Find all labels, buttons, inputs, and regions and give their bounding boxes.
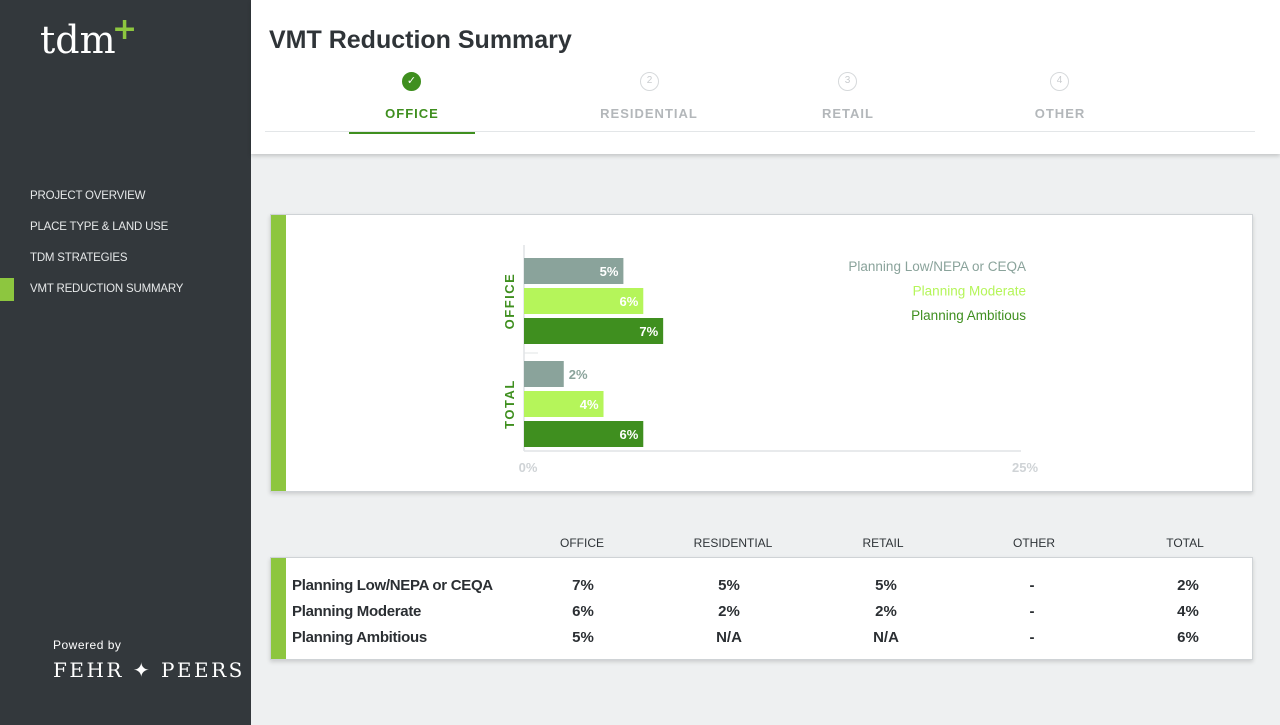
category-label: OFFICE xyxy=(502,273,517,330)
col-head-other: OTHER xyxy=(1013,536,1055,550)
row-label-low: Planning Low/NEPA or CEQA xyxy=(292,577,493,594)
steps-divider xyxy=(265,131,1255,132)
col-head-residential: RESIDENTIAL xyxy=(693,536,773,550)
page-title: VMT Reduction Summary xyxy=(269,26,572,54)
chart-bar xyxy=(524,288,644,314)
table-cell: 6% xyxy=(572,603,594,620)
chart-bar xyxy=(524,318,664,344)
sidebar-item-vmt-reduction-summary[interactable]: VMT REDUCTION SUMMARY xyxy=(0,278,251,309)
table-cell: 5% xyxy=(718,577,740,594)
card-accent-bar xyxy=(271,215,286,491)
step-label-office: OFFICE xyxy=(385,106,439,121)
step-label-residential: RESIDENTIAL xyxy=(600,106,698,121)
chart-bar xyxy=(524,258,624,284)
data-label: 2% xyxy=(569,367,588,382)
sidebar-nav: PROJECT OVERVIEW PLACE TYPE & LAND USE T… xyxy=(0,185,251,309)
table-cell: 5% xyxy=(875,577,897,594)
step-label-retail: RETAIL xyxy=(822,106,874,121)
table-cell: N/A xyxy=(873,629,899,646)
table-cell: 5% xyxy=(572,629,594,646)
sidebar: tdm + PROJECT OVERVIEW PLACE TYPE & LAND… xyxy=(0,0,251,725)
legend-entry: Planning Low/NEPA or CEQA xyxy=(848,259,1026,274)
chart-bar xyxy=(524,361,564,387)
sidebar-item-project-overview[interactable]: PROJECT OVERVIEW xyxy=(30,190,146,202)
step-number-4-icon: 4 xyxy=(1050,72,1069,91)
sidebar-item-tdm-strategies[interactable]: TDM STRATEGIES xyxy=(30,252,128,264)
step-number-3-icon: 3 xyxy=(838,72,857,91)
chart-card: OFFICE 5% 6% 7% TOTAL 2% 4% 6% 0% 25% Planning Low… xyxy=(270,214,1253,492)
logo-text: tdm xyxy=(40,18,116,62)
card-accent-bar xyxy=(271,558,286,659)
table-cell: 7% xyxy=(572,577,594,594)
plus-icon: + xyxy=(112,12,138,47)
row-label-ambitious: Planning Ambitious xyxy=(292,629,427,646)
category-label: TOTAL xyxy=(502,379,517,429)
fehr-peers-logo[interactable]: FEHR ✦ PEERS xyxy=(53,658,245,682)
data-label: 4% xyxy=(580,397,599,412)
table-cell: - xyxy=(1029,629,1035,646)
table-cell: - xyxy=(1029,577,1035,594)
chart-bar xyxy=(524,391,604,417)
table-cell: N/A xyxy=(716,629,742,646)
table-cell: 2% xyxy=(1177,577,1199,594)
row-label-moderate: Planning Moderate xyxy=(292,603,422,620)
summary-table: Planning Low/NEPA or CEQA 7% 5% 5% - 2% … xyxy=(270,557,1253,660)
legend-entry: Planning Moderate xyxy=(913,284,1026,299)
col-head-total: TOTAL xyxy=(1166,536,1204,550)
chart-bar xyxy=(524,421,644,447)
sidebar-item-place-type-land-use[interactable]: PLACE TYPE & LAND USE xyxy=(30,221,169,233)
table-cell: 6% xyxy=(1177,629,1199,646)
header: VMT Reduction Summary ✓ OFFICE 2 RESIDEN… xyxy=(251,0,1280,154)
step-number-2-icon: 2 xyxy=(640,72,659,91)
powered-by-label: Powered by xyxy=(53,638,122,652)
x-tick-label: 25% xyxy=(1012,460,1038,475)
data-label: 5% xyxy=(600,264,619,279)
legend-entry: Planning Ambitious xyxy=(911,308,1026,323)
data-label: 6% xyxy=(619,294,638,309)
table-cell: 2% xyxy=(718,603,740,620)
col-head-retail: RETAIL xyxy=(862,536,904,550)
table-cell: 2% xyxy=(875,603,897,620)
data-label: 6% xyxy=(619,427,638,442)
active-step-underline xyxy=(349,131,475,134)
tdm-logo[interactable]: tdm + xyxy=(40,12,137,62)
table-cell: - xyxy=(1029,603,1035,620)
col-head-office: OFFICE xyxy=(560,536,604,550)
table-cell: 4% xyxy=(1177,603,1199,620)
check-icon: ✓ xyxy=(402,72,421,91)
data-label: 7% xyxy=(639,324,658,339)
x-tick-label: 0% xyxy=(519,460,538,475)
step-label-other: OTHER xyxy=(1034,106,1086,121)
